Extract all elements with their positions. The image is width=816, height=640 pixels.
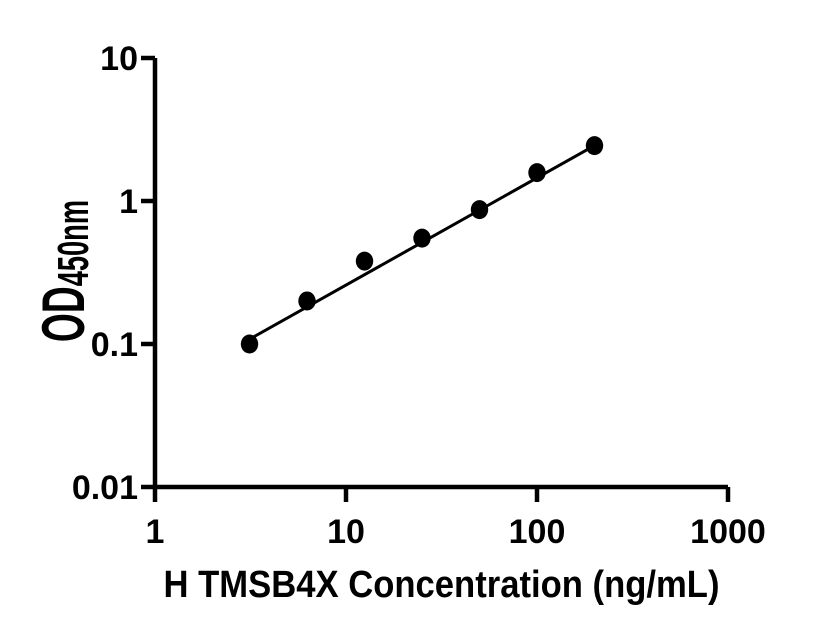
data-point (470, 200, 489, 220)
x-tick-label: 100 (509, 513, 566, 551)
y-axis-title-subscript: 450nm (48, 200, 97, 286)
data-point (355, 251, 374, 271)
x-axis-title: H TMSB4X Concentration (ng/mL) (164, 564, 720, 606)
y-tick-label: 10 (100, 40, 138, 78)
y-axis-title-main: OD (30, 286, 97, 342)
data-point (240, 334, 259, 354)
y-axis-title: OD450nm (30, 200, 98, 342)
data-point (298, 291, 316, 311)
axis-spines (152, 58, 728, 490)
x-tick-label: 1 (146, 513, 165, 551)
data-point (585, 136, 604, 156)
y-tick-label: 0.01 (72, 469, 138, 507)
data-point (413, 228, 431, 248)
y-tick-label: 0.1 (91, 326, 138, 364)
data-point (528, 163, 546, 183)
x-tick-label: 1000 (690, 513, 766, 551)
y-tick-label: 1 (119, 183, 138, 221)
x-tick-label: 10 (327, 513, 365, 551)
